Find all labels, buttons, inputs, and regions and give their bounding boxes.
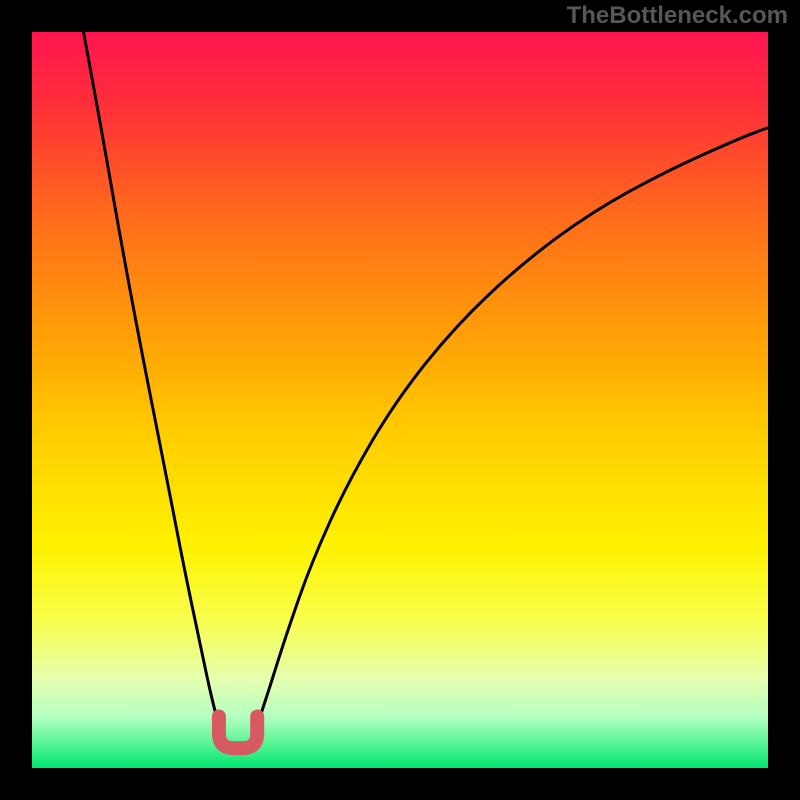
plot-svg	[32, 32, 768, 768]
chart-frame: TheBottleneck.com	[0, 0, 800, 800]
plot-area	[32, 32, 768, 768]
attribution-text: TheBottleneck.com	[567, 2, 788, 30]
